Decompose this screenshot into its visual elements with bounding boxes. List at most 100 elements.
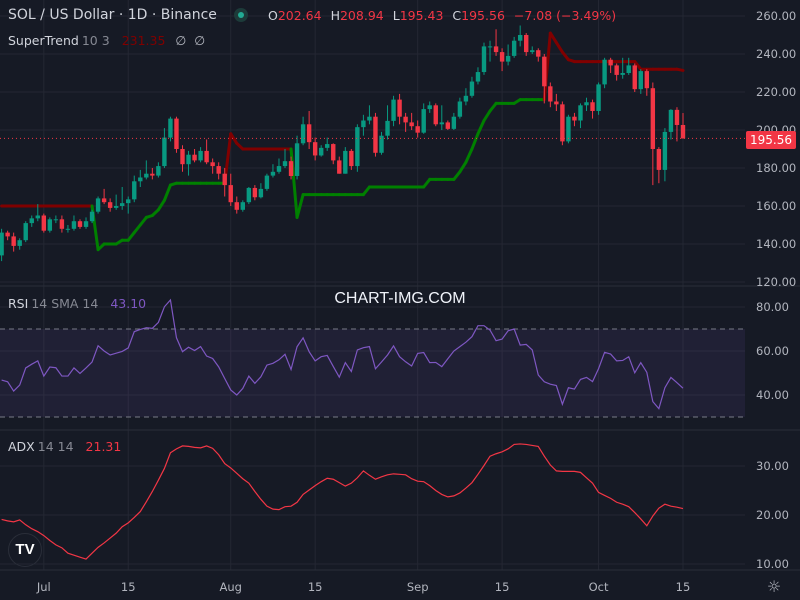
y-tick-label: 80.00 — [756, 300, 789, 314]
supertrend-segment — [295, 193, 305, 219]
indicator-params: 10 3 — [81, 33, 110, 48]
candle-body — [638, 71, 643, 90]
candle-body — [409, 122, 414, 127]
candle-body — [101, 198, 107, 203]
adx-legend[interactable]: ADX 14 14 21.31 — [8, 439, 121, 454]
supertrend-segment — [156, 198, 166, 212]
candle — [584, 97, 589, 111]
supertrend-legend[interactable]: SuperTrend 10 3 231.35 ∅ ∅ — [8, 33, 205, 48]
candle-body — [367, 116, 372, 121]
tradingview-logo-icon[interactable]: TV — [8, 533, 42, 567]
candle-body — [475, 72, 481, 82]
candle — [59, 215, 65, 233]
candle — [210, 158, 215, 174]
candle — [162, 128, 167, 168]
candle-body — [95, 198, 101, 212]
price-axis[interactable]: 260.00240.00220.00200.00180.00160.00140.… — [756, 9, 796, 571]
candle-body — [620, 73, 625, 75]
candle — [626, 57, 631, 75]
candle-body — [355, 127, 360, 167]
candle — [83, 217, 89, 229]
time-axis[interactable]: Jul 15 Aug 15 Sep 15 Oct 15 — [36, 580, 690, 594]
candle-body — [361, 120, 366, 128]
supertrend-segment — [422, 177, 432, 189]
candle — [288, 156, 294, 180]
candle — [331, 143, 336, 165]
candle — [439, 105, 444, 130]
candle — [228, 173, 233, 206]
high-value: 208.94 — [339, 8, 384, 23]
supertrend-segment — [361, 185, 371, 197]
y-tick-label: 120.00 — [756, 275, 796, 289]
candle — [300, 116, 306, 146]
symbol-title[interactable]: SOL / US Dollar · 1D · Binance — [8, 7, 217, 23]
candle-body — [451, 116, 457, 129]
gear-icon[interactable]: ☼ — [766, 577, 782, 596]
supertrend-segment — [548, 31, 558, 45]
candle — [638, 69, 643, 94]
market-open-dot-icon — [234, 8, 248, 22]
candle-body — [198, 150, 203, 161]
candle — [409, 112, 414, 130]
rsi-legend[interactable]: RSI 14 SMA 14 43.10 — [8, 296, 146, 311]
candle-body — [596, 84, 601, 111]
candle — [258, 183, 264, 199]
candle — [23, 221, 28, 243]
candle — [276, 158, 282, 174]
candle-body — [132, 181, 137, 200]
candle-body — [536, 50, 541, 57]
candle — [644, 69, 650, 96]
candle-body — [77, 221, 83, 227]
candle-body — [138, 177, 143, 182]
candle — [349, 149, 354, 170]
candle — [113, 194, 119, 210]
candle-body — [107, 202, 113, 208]
candle — [5, 230, 10, 241]
watermark: CHART-IMG.COM — [334, 290, 466, 307]
candle — [590, 99, 595, 119]
candle-body — [668, 109, 674, 132]
candle-body — [89, 211, 95, 222]
candle — [17, 238, 22, 250]
ohlc-legend: O202.64 H208.94 L195.43 C195.56 −7.08 (−… — [268, 8, 621, 23]
candle-body — [415, 126, 420, 133]
candle — [596, 82, 601, 115]
candle-body — [29, 218, 34, 224]
candle-body — [373, 116, 378, 153]
candle-body — [144, 173, 149, 178]
candle — [451, 112, 457, 130]
candle — [156, 162, 161, 178]
candle — [11, 232, 16, 252]
supertrend-segment — [162, 183, 172, 202]
candle — [47, 217, 53, 233]
candle — [222, 168, 227, 197]
empty-value-1: ∅ — [175, 33, 187, 48]
x-tick-label: 15 — [495, 580, 510, 594]
candle-body — [11, 236, 16, 246]
candle — [246, 187, 252, 205]
candle-body — [530, 50, 535, 53]
candle — [41, 213, 47, 233]
candle-body — [331, 144, 336, 161]
candle — [433, 103, 438, 127]
candle — [385, 105, 390, 140]
y-tick-label: 20.00 — [756, 508, 789, 522]
candle-body — [318, 147, 324, 156]
candle — [578, 103, 583, 129]
candle — [325, 137, 330, 151]
candle-body — [246, 187, 252, 203]
close-value: 195.56 — [461, 8, 505, 23]
candle-body — [65, 228, 71, 230]
candle-body — [270, 171, 276, 176]
indicator-value: 43.10 — [110, 296, 147, 311]
candle-body — [174, 118, 179, 149]
candle-body — [349, 150, 354, 167]
candle-body — [602, 59, 607, 85]
candle-body — [445, 122, 451, 129]
candle — [0, 228, 4, 262]
candle-body — [566, 116, 571, 142]
indicator-name: ADX — [8, 439, 35, 454]
candle-body — [240, 202, 245, 210]
candle-body — [300, 124, 306, 144]
